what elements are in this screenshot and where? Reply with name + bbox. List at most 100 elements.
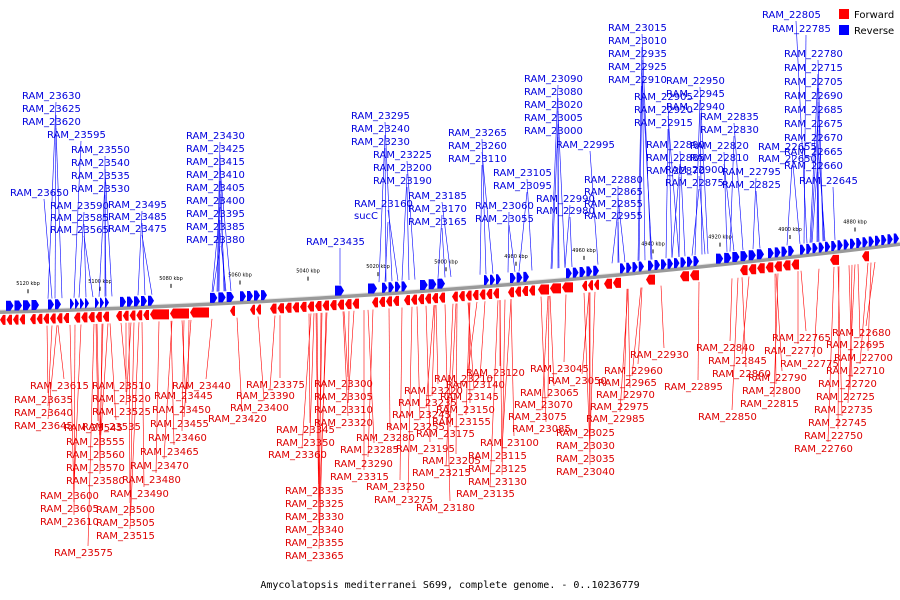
reverse-gene-label[interactable]: RAM_22745 (808, 418, 867, 429)
reverse-gene-label[interactable]: RAM_23560 (66, 450, 125, 461)
forward-gene-arrow[interactable] (401, 281, 408, 292)
reverse-gene-label[interactable]: RAM_23480 (122, 475, 181, 486)
forward-gene-arrow[interactable] (648, 260, 654, 271)
reverse-gene-label[interactable]: RAM_22775 (780, 359, 839, 370)
reverse-gene-label[interactable]: RAM_23535 (82, 422, 141, 433)
reverse-gene-label[interactable]: RAM_23470 (130, 461, 189, 472)
reverse-gene-label[interactable]: RAM_23335 (285, 486, 344, 497)
forward-gene-label[interactable]: RAM_23565 (50, 225, 109, 236)
forward-gene-arrow[interactable] (55, 299, 61, 310)
forward-gene-label[interactable]: RAM_23405 (186, 183, 245, 194)
reverse-gene-label[interactable]: RAM_22760 (794, 444, 853, 455)
forward-gene-arrow[interactable] (680, 257, 687, 268)
forward-gene-arrow[interactable] (148, 295, 154, 306)
reverse-gene-arrow[interactable] (472, 290, 479, 301)
reverse-gene-arrow[interactable] (765, 262, 774, 273)
forward-gene-arrow[interactable] (141, 296, 147, 307)
reverse-gene-arrow[interactable] (88, 312, 95, 323)
forward-gene-arrow[interactable] (818, 242, 824, 253)
forward-gene-label[interactable]: RAM_22655 (758, 142, 817, 153)
forward-gene-label[interactable]: RAM_22780 (784, 49, 843, 60)
reverse-gene-label[interactable]: RAM_22725 (816, 392, 875, 403)
forward-gene-label[interactable]: RAM_22925 (608, 62, 667, 73)
forward-gene-label[interactable]: RAM_23295 (351, 111, 410, 122)
reverse-gene-label[interactable]: RAM_22695 (826, 340, 885, 351)
reverse-gene-arrow[interactable] (830, 254, 839, 265)
reverse-gene-label[interactable]: RAM_23545 (64, 423, 123, 434)
forward-gene-arrow[interactable] (85, 298, 89, 309)
forward-gene-label[interactable]: RAM_22830 (700, 125, 759, 136)
reverse-gene-arrow[interactable] (379, 296, 385, 307)
reverse-gene-label[interactable]: RAM_23115 (468, 451, 527, 462)
reverse-gene-arrow[interactable] (791, 259, 799, 270)
reverse-gene-label[interactable]: RAM_22860 (712, 369, 771, 380)
reverse-gene-label[interactable]: RAM_23455 (150, 419, 209, 430)
reverse-gene-arrow[interactable] (486, 288, 493, 299)
reverse-gene-label[interactable]: RAM_23325 (285, 499, 344, 510)
forward-gene-label[interactable]: RAM_22810 (690, 153, 749, 164)
reverse-gene-arrow[interactable] (604, 278, 612, 289)
forward-gene-arrow[interactable] (626, 262, 632, 273)
forward-gene-arrow[interactable] (490, 274, 495, 285)
reverse-gene-label[interactable]: RAM_22735 (814, 405, 873, 416)
forward-gene-label[interactable]: RAM_22690 (784, 91, 843, 102)
reverse-gene-label[interactable]: RAM_22720 (818, 379, 877, 390)
forward-gene-arrow[interactable] (134, 296, 140, 307)
forward-gene-arrow[interactable] (586, 266, 593, 277)
forward-gene-arrow[interactable] (70, 298, 74, 309)
forward-gene-arrow[interactable] (825, 241, 831, 252)
forward-gene-label[interactable]: RAM_23170 (408, 204, 467, 215)
forward-gene-label[interactable]: RAM_23185 (408, 191, 467, 202)
reverse-gene-label[interactable]: RAM_23050 (548, 376, 607, 387)
forward-gene-label[interactable]: RAM_23475 (108, 224, 167, 235)
forward-gene-arrow[interactable] (748, 250, 756, 261)
reverse-gene-label[interactable]: RAM_23065 (520, 388, 579, 399)
reverse-gene-arrow[interactable] (757, 263, 765, 274)
reverse-gene-label[interactable]: RAM_23375 (246, 380, 305, 391)
forward-gene-arrow[interactable] (6, 300, 14, 311)
reverse-gene-label[interactable]: RAM_22970 (596, 390, 655, 401)
reverse-gene-label[interactable]: RAM_23610 (40, 517, 99, 528)
reverse-gene-arrow[interactable] (411, 294, 417, 305)
reverse-gene-arrow[interactable] (136, 310, 143, 321)
reverse-gene-label[interactable]: RAM_23310 (314, 405, 373, 416)
forward-gene-label[interactable]: RAM_23430 (186, 131, 245, 142)
forward-gene-label[interactable]: RAM_23240 (351, 124, 410, 135)
forward-gene-label[interactable]: RAM_22900 (665, 165, 724, 176)
forward-gene-arrow[interactable] (661, 259, 667, 270)
reverse-gene-label[interactable]: RAM_23255 (386, 422, 445, 433)
reverse-gene-label[interactable]: RAM_23490 (110, 489, 169, 500)
forward-gene-label[interactable]: RAM_23590 (50, 201, 109, 212)
forward-gene-label[interactable]: RAM_23595 (47, 130, 106, 141)
reverse-gene-label[interactable]: RAM_23030 (556, 441, 615, 452)
forward-gene-label[interactable]: RAM_23105 (493, 168, 552, 179)
forward-gene-label[interactable]: RAM_23190 (373, 176, 432, 187)
reverse-gene-arrow[interactable] (550, 283, 561, 294)
forward-gene-arrow[interactable] (632, 262, 638, 273)
reverse-gene-arrow[interactable] (116, 311, 122, 322)
forward-gene-arrow[interactable] (788, 245, 794, 256)
forward-gene-label[interactable]: RAM_22885 (646, 153, 705, 164)
forward-gene-label[interactable]: RAM_23495 (108, 200, 167, 211)
reverse-gene-label[interactable]: RAM_22750 (804, 431, 863, 442)
forward-gene-label[interactable]: RAM_23020 (524, 100, 583, 111)
reverse-gene-arrow[interactable] (63, 312, 69, 323)
reverse-gene-arrow[interactable] (393, 295, 399, 306)
forward-gene-label[interactable]: RAM_22905 (634, 92, 693, 103)
reverse-gene-arrow[interactable] (613, 277, 621, 288)
reverse-gene-label[interactable]: RAM_22850 (698, 412, 757, 423)
forward-gene-label[interactable]: RAM_23385 (186, 222, 245, 233)
reverse-gene-arrow[interactable] (50, 313, 56, 324)
forward-gene-arrow[interactable] (31, 299, 40, 310)
forward-gene-label[interactable]: RAM_23630 (22, 91, 81, 102)
reverse-gene-label[interactable]: RAM_23645 (14, 421, 73, 432)
reverse-gene-arrow[interactable] (418, 294, 424, 305)
forward-gene-arrow[interactable] (732, 251, 740, 262)
reverse-gene-label[interactable]: RAM_23220 (404, 386, 463, 397)
forward-gene-arrow[interactable] (593, 265, 599, 276)
reverse-gene-arrow[interactable] (330, 300, 337, 311)
reverse-gene-label[interactable]: RAM_23035 (556, 454, 615, 465)
reverse-gene-label[interactable]: RAM_23575 (54, 548, 113, 559)
forward-gene-label[interactable]: RAM_22880 (584, 175, 643, 186)
forward-gene-arrow[interactable] (261, 290, 267, 301)
